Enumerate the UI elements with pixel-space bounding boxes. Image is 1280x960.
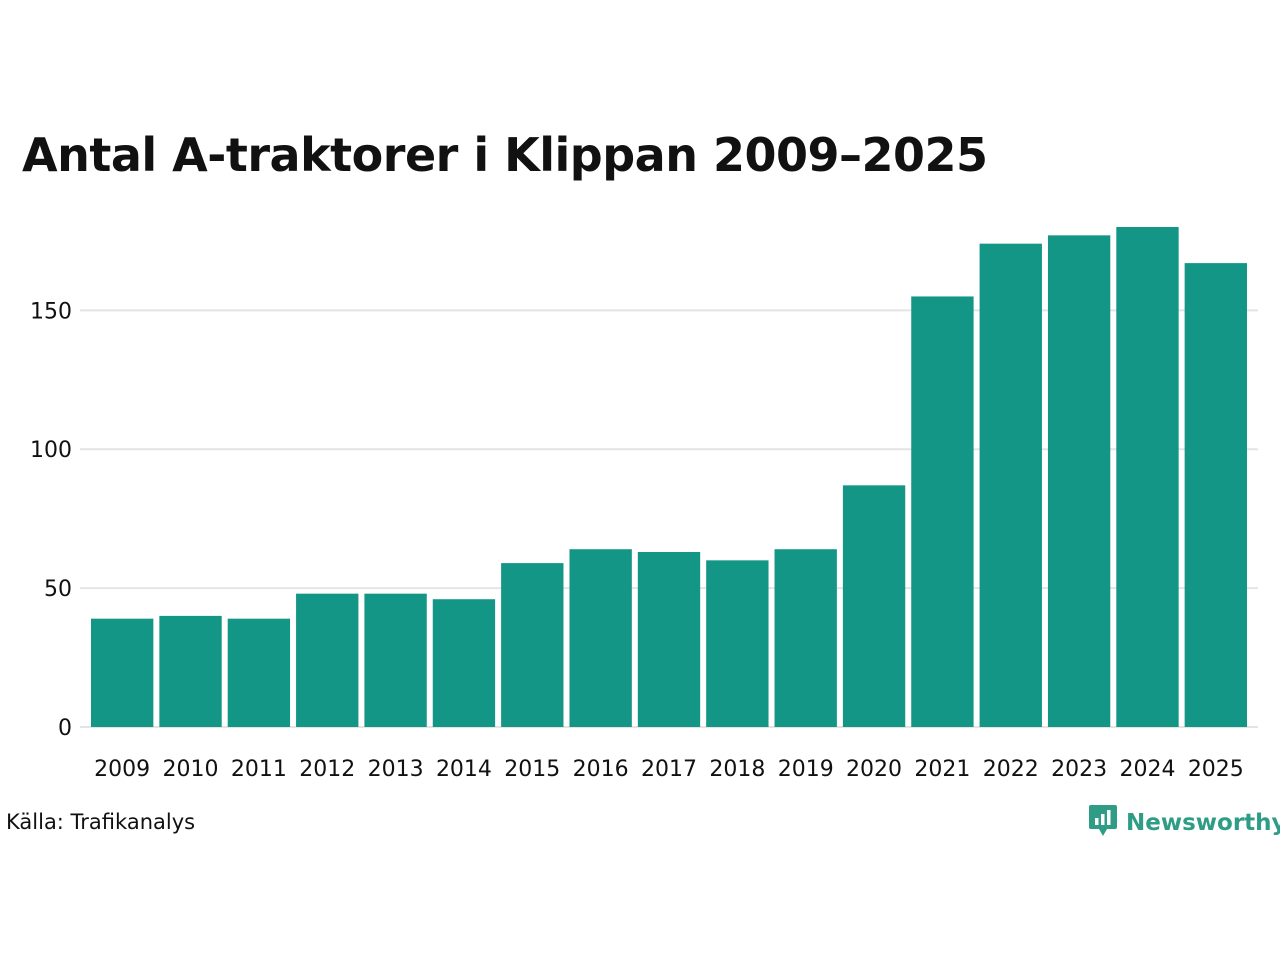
x-tick-label: 2025 (1188, 757, 1244, 782)
x-tick-label: 2015 (504, 757, 560, 782)
source-note: Källa: Trafikanalys (6, 810, 196, 834)
bar-2019 (774, 549, 837, 727)
y-tick-label: 50 (44, 577, 72, 602)
bar-2022 (979, 243, 1042, 727)
x-tick-label: 2023 (1051, 757, 1107, 782)
bar-2012 (296, 593, 359, 727)
bar-2009 (91, 618, 154, 727)
bar-2017 (637, 552, 701, 727)
bar-2011 (227, 618, 291, 727)
bar-2018 (706, 560, 769, 727)
x-tick-label: 2017 (641, 757, 697, 782)
brand-logo: Newsworthy (1088, 803, 1280, 843)
bar-2016 (569, 549, 632, 727)
x-tick-label: 2012 (299, 757, 355, 782)
bar-2015 (501, 563, 564, 727)
brand-name: Newsworthy (1126, 810, 1280, 836)
x-tick-label: 2010 (163, 757, 219, 782)
chart-title: Antal A-traktorer i Klippan 2009–2025 (22, 128, 988, 182)
newsworthy-logo-icon (1088, 803, 1118, 843)
y-tick-label: 150 (30, 299, 72, 324)
x-tick-label: 2019 (778, 757, 834, 782)
x-axis: 2009 2010 2011 2012 2013 2014 2015 2016 2017 2018… (94, 757, 1244, 782)
bar-2025 (1184, 263, 1247, 727)
x-tick-label: 2009 (94, 757, 150, 782)
bar-2020 (842, 485, 906, 727)
x-tick-label: 2024 (1119, 757, 1175, 782)
bars (91, 227, 1247, 728)
x-tick-label: 2020 (846, 757, 902, 782)
bar-2024 (1116, 227, 1179, 727)
bar-2014 (432, 599, 496, 727)
bar-2021 (911, 296, 974, 727)
y-axis: 0 50 100 150 (30, 299, 72, 741)
bar-2010 (159, 615, 222, 727)
bar-2013 (364, 593, 427, 727)
x-tick-label: 2018 (709, 757, 765, 782)
bar-2023 (1047, 235, 1111, 728)
y-tick-label: 0 (58, 716, 72, 741)
x-tick-label: 2016 (573, 757, 629, 782)
x-tick-label: 2013 (368, 757, 424, 782)
x-tick-label: 2021 (914, 757, 970, 782)
x-tick-label: 2011 (231, 757, 287, 782)
x-tick-label: 2014 (436, 757, 492, 782)
x-tick-label: 2022 (983, 757, 1039, 782)
y-tick-label: 100 (30, 438, 72, 463)
